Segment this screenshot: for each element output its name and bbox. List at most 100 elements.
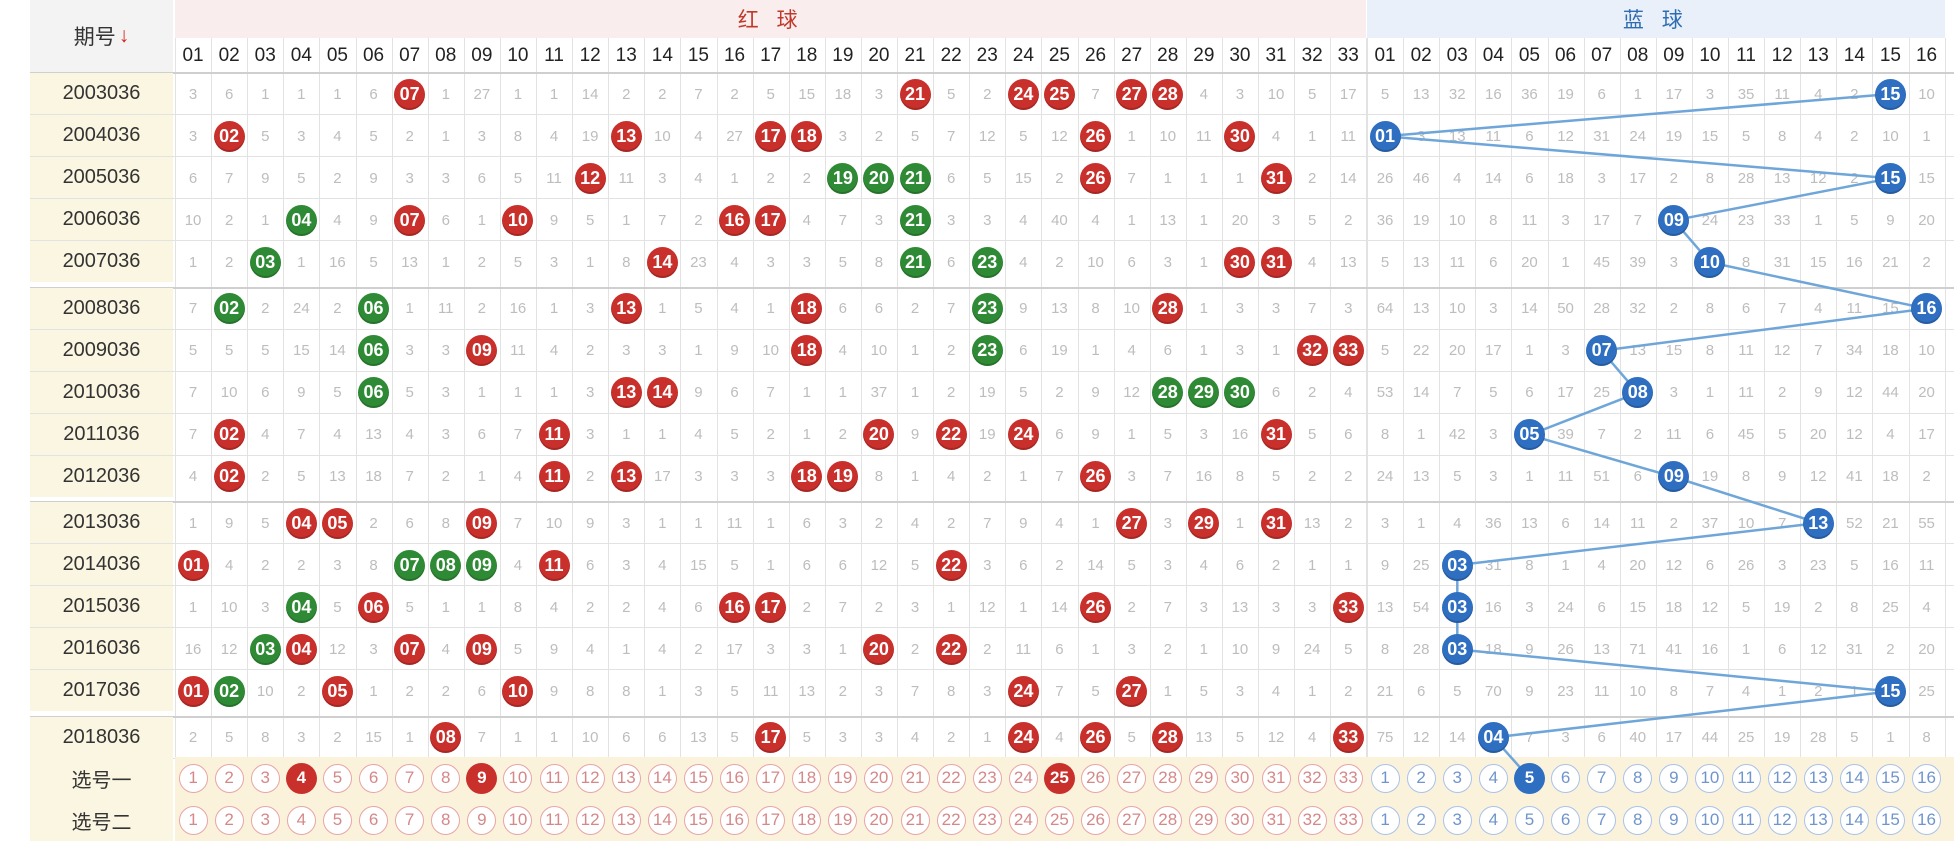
blue-number-selector[interactable]: 15 xyxy=(1875,763,1905,793)
red-number-selector[interactable]: 9 xyxy=(466,762,498,794)
red-number-selector[interactable]: 17 xyxy=(756,763,786,793)
red-number-selector[interactable]: 6 xyxy=(359,805,389,835)
red-number-selector[interactable]: 9 xyxy=(467,805,497,835)
blue-number-selector[interactable]: 3 xyxy=(1442,805,1472,835)
blue-number-selector[interactable]: 6 xyxy=(1551,805,1581,835)
issue-column-header[interactable]: 期号 ↓ xyxy=(30,0,173,72)
red-number-selector[interactable]: 8 xyxy=(431,763,461,793)
red-number-selector[interactable]: 4 xyxy=(286,805,316,835)
red-number-selector[interactable]: 5 xyxy=(322,805,352,835)
red-number-selector[interactable]: 32 xyxy=(1297,805,1327,835)
red-number-selector[interactable]: 23 xyxy=(972,763,1002,793)
red-number-selector[interactable]: 5 xyxy=(322,763,352,793)
blue-number-selector[interactable]: 10 xyxy=(1695,805,1725,835)
red-number-selector[interactable]: 18 xyxy=(792,763,822,793)
blue-number-selector[interactable]: 16 xyxy=(1912,763,1942,793)
blue-number-selector[interactable]: 15 xyxy=(1875,805,1905,835)
blue-number-selector[interactable]: 10 xyxy=(1695,763,1725,793)
blue-number-selector[interactable]: 11 xyxy=(1731,763,1761,793)
red-number-selector[interactable]: 26 xyxy=(1081,805,1111,835)
red-number-selector[interactable]: 24 xyxy=(1008,763,1038,793)
red-number-selector[interactable]: 1 xyxy=(178,763,208,793)
red-number-selector[interactable]: 10 xyxy=(503,763,533,793)
red-number-selector[interactable]: 15 xyxy=(683,763,713,793)
red-number-selector[interactable]: 25 xyxy=(1044,805,1074,835)
blue-number-selector[interactable]: 9 xyxy=(1659,805,1689,835)
blue-number-selector[interactable]: 9 xyxy=(1659,763,1689,793)
blue-number-selector[interactable]: 7 xyxy=(1587,763,1617,793)
red-number-selector[interactable]: 11 xyxy=(539,763,569,793)
red-number-selector[interactable]: 3 xyxy=(250,805,280,835)
blue-number-selector[interactable]: 14 xyxy=(1839,805,1869,835)
red-number-selector[interactable]: 33 xyxy=(1333,763,1363,793)
blue-number-selector[interactable]: 12 xyxy=(1767,805,1797,835)
red-number-selector[interactable]: 16 xyxy=(720,805,750,835)
red-number-selector[interactable]: 26 xyxy=(1081,763,1111,793)
blue-number-selector[interactable]: 1 xyxy=(1370,805,1400,835)
red-number-selector[interactable]: 32 xyxy=(1297,763,1327,793)
red-number-selector[interactable]: 27 xyxy=(1117,763,1147,793)
blue-number-selector[interactable]: 8 xyxy=(1623,763,1653,793)
red-number-selector[interactable]: 20 xyxy=(864,805,894,835)
blue-number-selector[interactable]: 8 xyxy=(1623,805,1653,835)
blue-number-selector[interactable]: 6 xyxy=(1551,763,1581,793)
blue-number-selector[interactable]: 2 xyxy=(1406,805,1436,835)
red-number-selector[interactable]: 22 xyxy=(936,805,966,835)
blue-number-selector[interactable]: 7 xyxy=(1587,805,1617,835)
red-number-selector[interactable]: 8 xyxy=(431,805,461,835)
red-number-selector[interactable]: 23 xyxy=(972,805,1002,835)
red-number-selector[interactable]: 6 xyxy=(359,763,389,793)
red-number-selector[interactable]: 11 xyxy=(539,805,569,835)
blue-number-selector[interactable]: 5 xyxy=(1514,805,1544,835)
red-number-selector[interactable]: 12 xyxy=(575,805,605,835)
red-number-selector[interactable]: 19 xyxy=(828,763,858,793)
blue-number-selector[interactable]: 13 xyxy=(1803,763,1833,793)
blue-number-selector[interactable]: 2 xyxy=(1406,763,1436,793)
red-number-selector[interactable]: 19 xyxy=(828,805,858,835)
blue-number-selector[interactable]: 16 xyxy=(1912,805,1942,835)
blue-number-selector[interactable]: 5 xyxy=(1513,762,1545,794)
blue-number-selector[interactable]: 14 xyxy=(1839,763,1869,793)
red-number-selector[interactable]: 14 xyxy=(647,805,677,835)
red-number-selector[interactable]: 15 xyxy=(683,805,713,835)
red-number-selector[interactable]: 10 xyxy=(503,805,533,835)
red-number-selector[interactable]: 24 xyxy=(1008,805,1038,835)
red-number-selector[interactable]: 28 xyxy=(1153,805,1183,835)
red-number-selector[interactable]: 2 xyxy=(214,805,244,835)
blue-number-selector[interactable]: 11 xyxy=(1731,805,1761,835)
red-number-selector[interactable]: 2 xyxy=(214,763,244,793)
blue-number-selector[interactable]: 13 xyxy=(1803,805,1833,835)
red-number-selector[interactable]: 29 xyxy=(1189,763,1219,793)
blue-number-selector[interactable]: 4 xyxy=(1478,763,1508,793)
red-number-selector[interactable]: 4 xyxy=(285,762,317,794)
red-number-selector[interactable]: 25 xyxy=(1043,762,1075,794)
red-number-selector[interactable]: 14 xyxy=(647,763,677,793)
red-number-selector[interactable]: 21 xyxy=(900,805,930,835)
red-number-selector[interactable]: 31 xyxy=(1261,805,1291,835)
red-number-selector[interactable]: 27 xyxy=(1117,805,1147,835)
red-number-selector[interactable]: 18 xyxy=(792,805,822,835)
blue-number-selector[interactable]: 3 xyxy=(1442,763,1472,793)
red-number-selector[interactable]: 7 xyxy=(395,805,425,835)
red-number-selector[interactable]: 20 xyxy=(864,763,894,793)
red-number-selector[interactable]: 30 xyxy=(1225,763,1255,793)
red-number-selector[interactable]: 17 xyxy=(756,805,786,835)
red-number-selector[interactable]: 33 xyxy=(1333,805,1363,835)
red-number-selector[interactable]: 12 xyxy=(575,763,605,793)
red-number-selector[interactable]: 28 xyxy=(1153,763,1183,793)
red-number-selector[interactable]: 13 xyxy=(611,763,641,793)
red-number-selector[interactable]: 21 xyxy=(900,763,930,793)
blue-number-selector[interactable]: 4 xyxy=(1478,805,1508,835)
red-number-selector[interactable]: 13 xyxy=(611,805,641,835)
red-number-selector[interactable]: 22 xyxy=(936,763,966,793)
red-down-arrow-icon[interactable]: ↓ xyxy=(118,24,130,47)
blue-number-selector[interactable]: 1 xyxy=(1370,763,1400,793)
red-number-selector[interactable]: 30 xyxy=(1225,805,1255,835)
blue-number-selector[interactable]: 12 xyxy=(1767,763,1797,793)
red-number-selector[interactable]: 3 xyxy=(250,763,280,793)
red-number-selector[interactable]: 1 xyxy=(178,805,208,835)
red-number-selector[interactable]: 29 xyxy=(1189,805,1219,835)
red-number-selector[interactable]: 16 xyxy=(720,763,750,793)
red-number-selector[interactable]: 7 xyxy=(395,763,425,793)
red-number-selector[interactable]: 31 xyxy=(1261,763,1291,793)
